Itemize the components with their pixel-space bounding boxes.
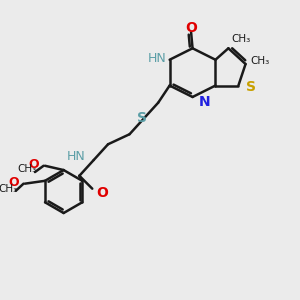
Text: CH₃: CH₃ [18,164,37,174]
Text: O: O [28,158,39,171]
Text: CH₃: CH₃ [251,56,270,66]
Text: HN: HN [148,52,167,65]
Text: O: O [97,186,108,200]
Text: O: O [8,176,19,189]
Text: CH₃: CH₃ [232,34,251,44]
Text: HN: HN [67,150,86,163]
Text: CH₃: CH₃ [0,184,17,194]
Text: O: O [185,21,197,35]
Text: S: S [246,80,256,94]
Text: S: S [137,111,147,124]
Text: N: N [199,95,211,109]
